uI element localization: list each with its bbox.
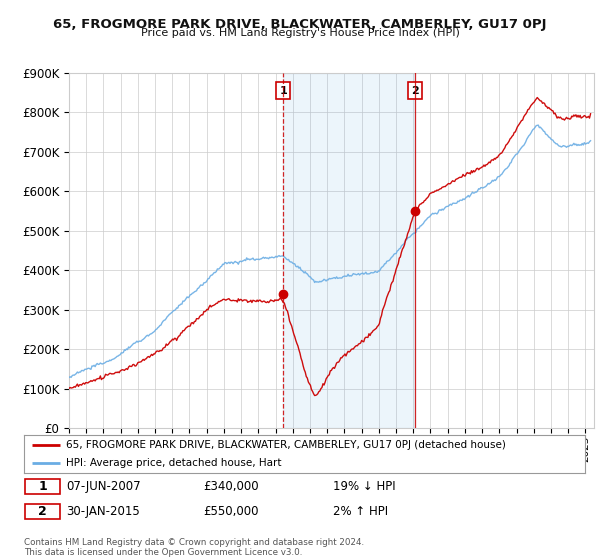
Text: 1: 1	[279, 86, 287, 96]
Bar	[283, 73, 415, 428]
Text: 65, FROGMORE PARK DRIVE, BLACKWATER, CAMBERLEY, GU17 0PJ: 65, FROGMORE PARK DRIVE, BLACKWATER, CAM…	[53, 18, 547, 31]
Text: 07-JUN-2007: 07-JUN-2007	[66, 480, 140, 493]
Text: 2: 2	[411, 86, 419, 96]
Text: Price paid vs. HM Land Registry's House Price Index (HPI): Price paid vs. HM Land Registry's House …	[140, 28, 460, 38]
Text: 1: 1	[38, 480, 47, 493]
Text: £340,000: £340,000	[203, 480, 259, 493]
Text: 30-JAN-2015: 30-JAN-2015	[66, 505, 140, 518]
Text: 19% ↓ HPI: 19% ↓ HPI	[332, 480, 395, 493]
Text: 2: 2	[38, 505, 47, 518]
Text: £550,000: £550,000	[203, 505, 259, 518]
FancyBboxPatch shape	[25, 503, 60, 519]
Text: Contains HM Land Registry data © Crown copyright and database right 2024.
This d: Contains HM Land Registry data © Crown c…	[24, 538, 364, 557]
FancyBboxPatch shape	[25, 479, 60, 494]
Text: 2% ↑ HPI: 2% ↑ HPI	[332, 505, 388, 518]
Text: 65, FROGMORE PARK DRIVE, BLACKWATER, CAMBERLEY, GU17 0PJ (detached house): 65, FROGMORE PARK DRIVE, BLACKWATER, CAM…	[66, 440, 506, 450]
Text: HPI: Average price, detached house, Hart: HPI: Average price, detached house, Hart	[66, 458, 281, 468]
